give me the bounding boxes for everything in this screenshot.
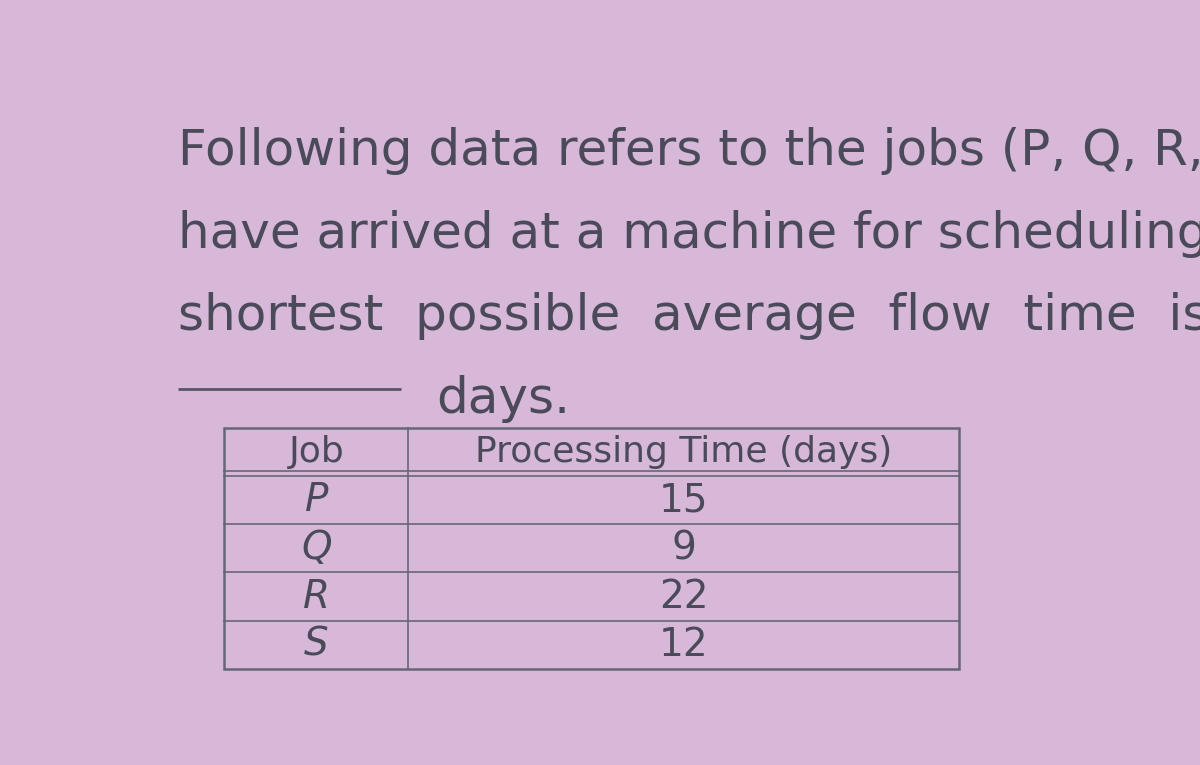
Text: Following data refers to the jobs (P, Q, R, S) which: Following data refers to the jobs (P, Q,… (178, 127, 1200, 175)
Text: P: P (305, 481, 328, 519)
Text: Q: Q (301, 529, 331, 568)
Text: 22: 22 (659, 578, 708, 616)
Text: R: R (302, 578, 330, 616)
Text: shortest  possible  average  flow  time  is: shortest possible average flow time is (178, 292, 1200, 340)
Text: 12: 12 (659, 626, 708, 664)
Text: days.: days. (437, 375, 570, 422)
Text: Job: Job (288, 435, 344, 469)
Text: Processing Time (days): Processing Time (days) (475, 435, 893, 469)
Text: have arrived at a machine for scheduling. The: have arrived at a machine for scheduling… (178, 210, 1200, 258)
Text: S: S (304, 626, 329, 664)
Text: 15: 15 (659, 481, 708, 519)
Text: 9: 9 (671, 529, 696, 568)
